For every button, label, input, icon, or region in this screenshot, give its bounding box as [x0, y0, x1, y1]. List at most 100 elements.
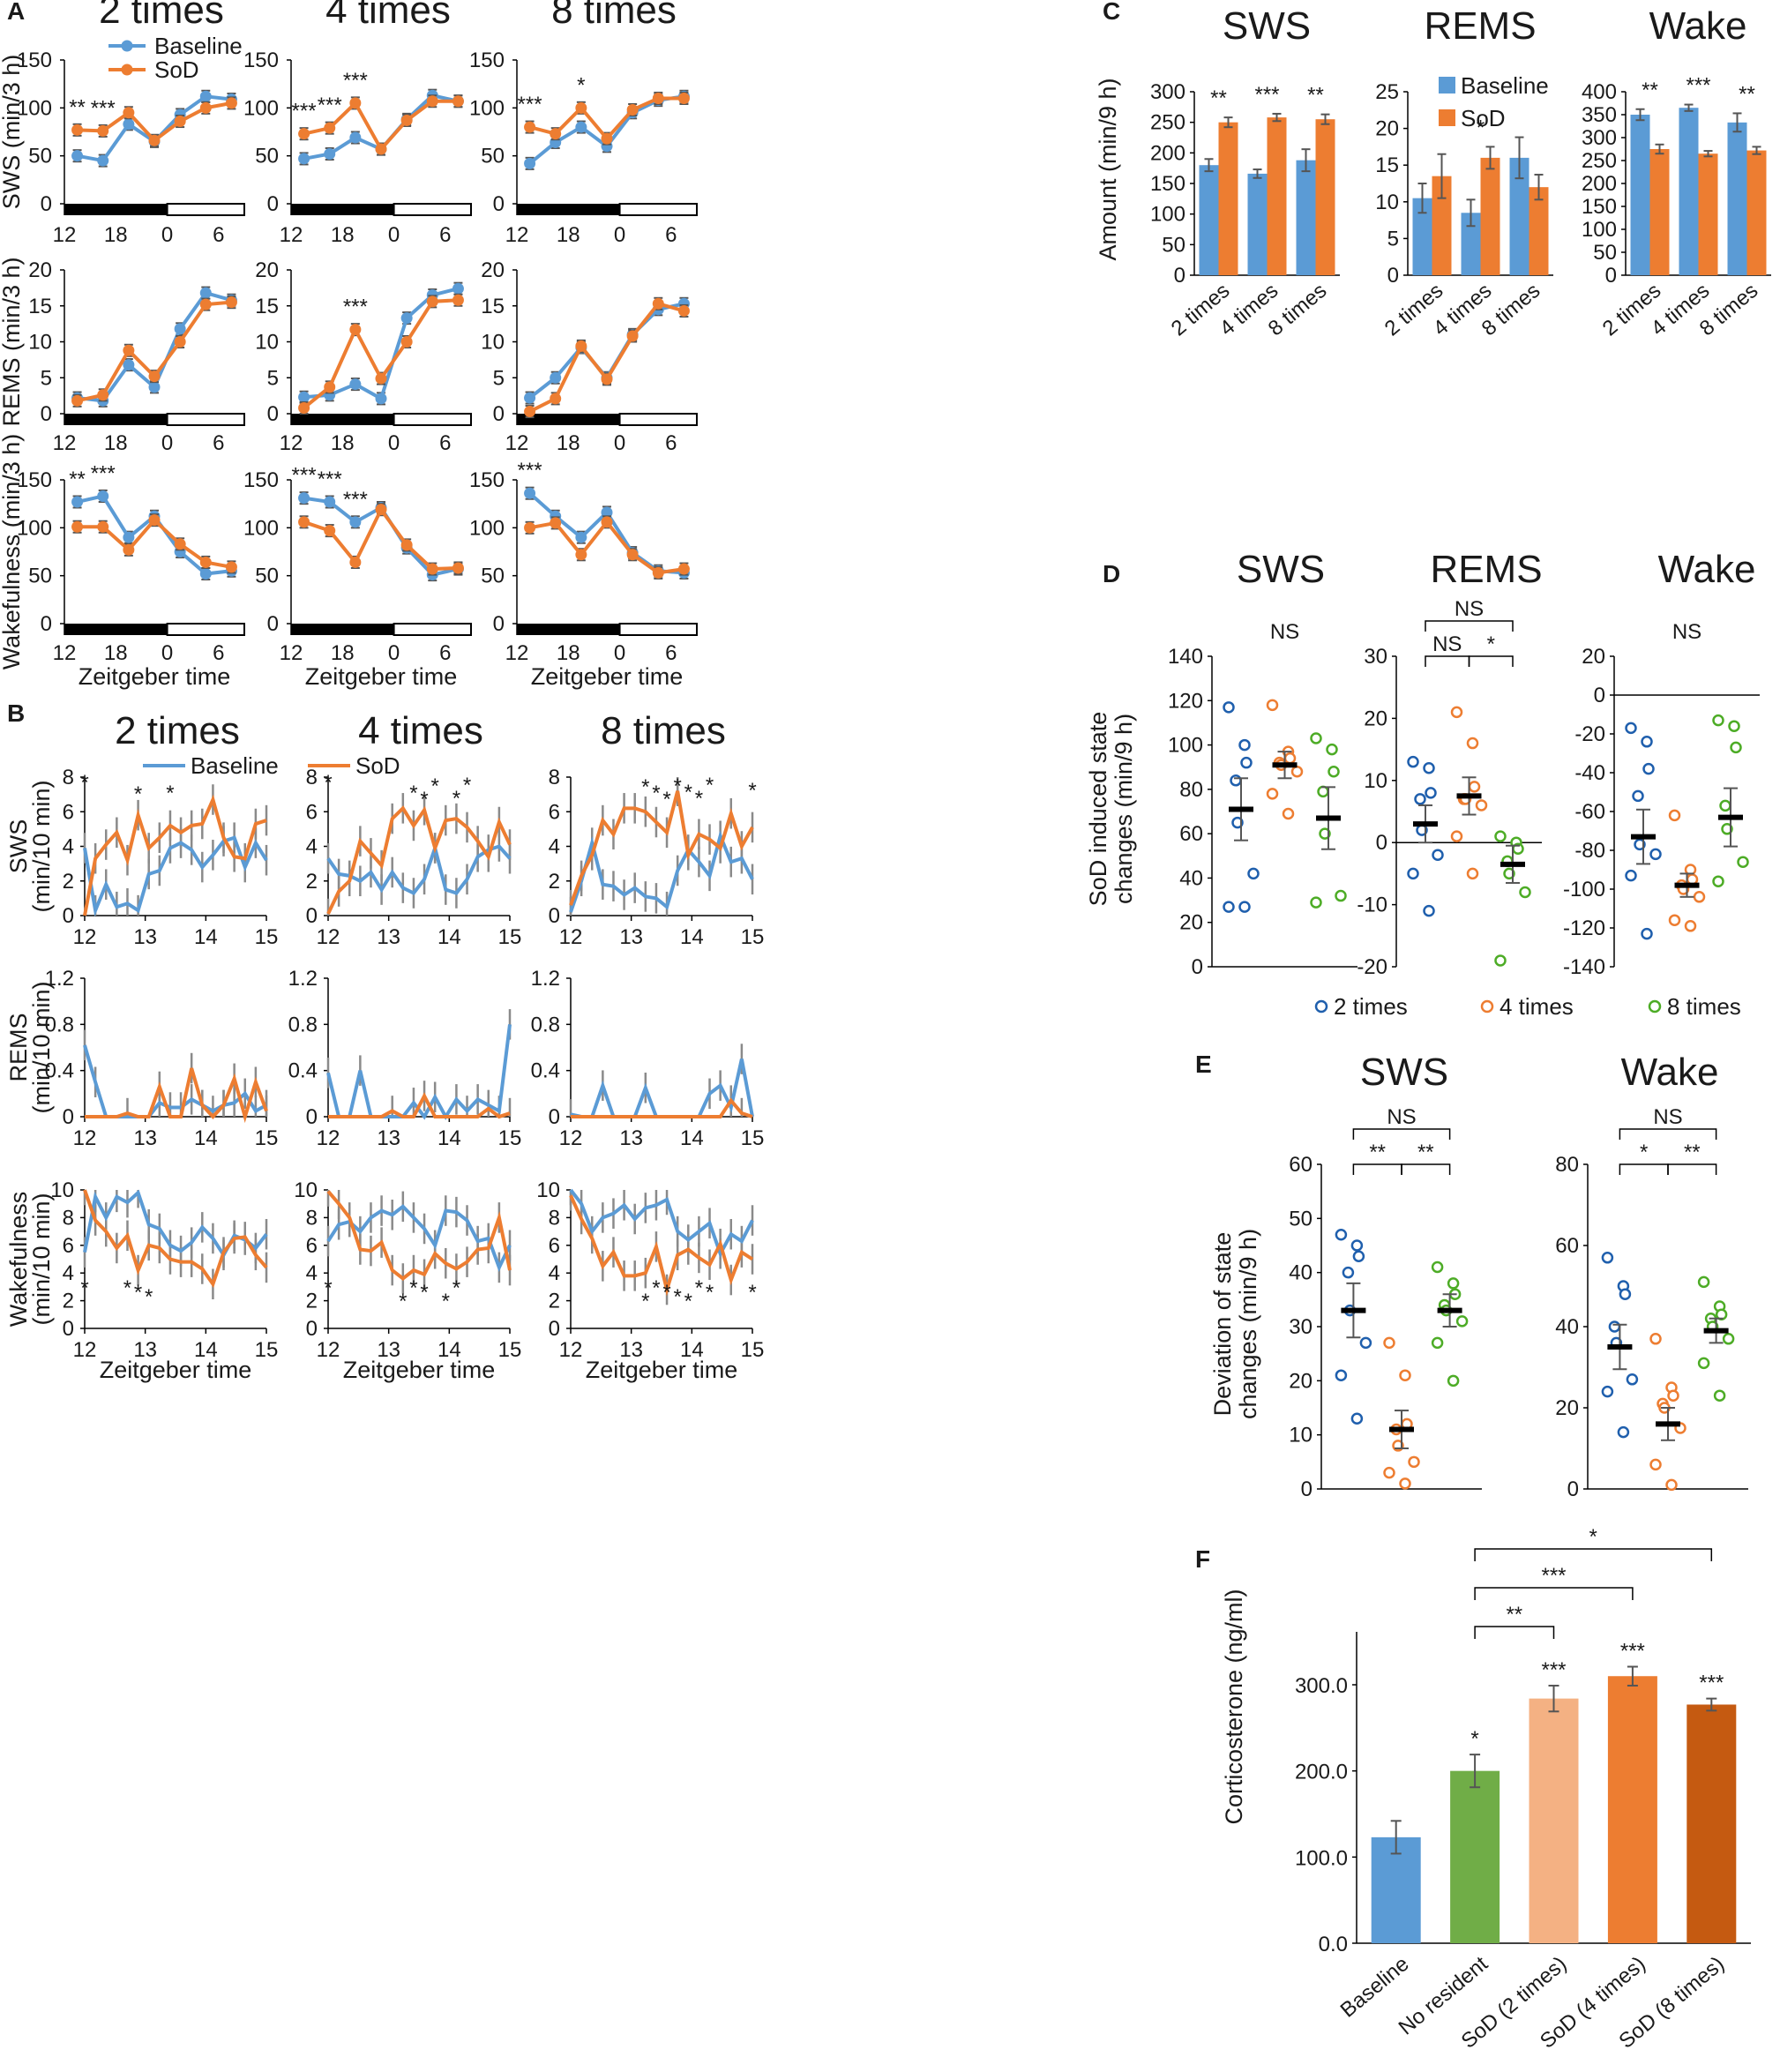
significance-star: *	[674, 774, 682, 798]
x-tick-label: 12	[53, 641, 77, 665]
baseline-point	[97, 154, 109, 167]
significance-label: ***	[318, 94, 342, 117]
panel-b-ylabel: REMS	[5, 1013, 32, 1081]
y-tick-label: 300	[1150, 80, 1185, 104]
data-point	[1450, 706, 1463, 719]
x-tick-label: 15	[255, 925, 279, 949]
x-tick-label: 18	[104, 641, 128, 665]
sod-point	[652, 92, 664, 104]
x-tick-label: 12	[559, 1126, 583, 1150]
panel-d-title: REMS	[1430, 548, 1542, 591]
baseline-point	[524, 157, 536, 169]
y-tick-label: 20	[1364, 707, 1387, 730]
significance-label: ***	[318, 468, 342, 491]
y-tick-label: 10	[1364, 769, 1387, 793]
panel-b-subplot: 0 0.4 0.8 1.2 12 13 14 15	[531, 967, 765, 1150]
data-point	[1519, 886, 1531, 899]
panel-d-title: SWS	[1237, 548, 1325, 591]
x-axis-label: Zeitgeber time	[586, 1357, 738, 1383]
significance-label: *	[1470, 1727, 1478, 1751]
significance-label: ***	[91, 96, 116, 120]
panel-f-ylabel: Corticosterone (ng/ml)	[1221, 1589, 1247, 1824]
data-point	[1684, 920, 1697, 932]
y-tick-label: 0.8	[288, 1013, 318, 1036]
legend-baseline: Baseline	[154, 33, 243, 59]
data-point	[1238, 738, 1251, 752]
baseline-point	[550, 371, 562, 384]
data-point	[1468, 781, 1481, 793]
y-tick-label: 100	[243, 516, 279, 540]
baseline-point	[148, 381, 161, 393]
significance-label: *	[577, 73, 585, 97]
y-tick-label: 15	[28, 295, 52, 318]
sod-point	[452, 95, 464, 108]
significance-star: *	[324, 1276, 332, 1300]
data-point	[1665, 1478, 1678, 1492]
baseline-point	[575, 121, 587, 133]
significance-bracket	[1401, 1163, 1451, 1175]
y-tick-label: 8	[63, 1206, 74, 1230]
panel-b-ylabel-unit: (min/10 min)	[28, 780, 55, 912]
baseline-point	[199, 567, 212, 580]
significance-bracket	[1425, 655, 1470, 667]
data-point	[1431, 1336, 1444, 1350]
baseline-point	[174, 323, 186, 335]
y-tick-label: 0	[493, 402, 505, 426]
baseline-bar	[1199, 165, 1219, 275]
dark-phase-bar	[64, 414, 168, 425]
sod-line	[569, 790, 754, 906]
panel-a-title: 4 times	[325, 0, 451, 32]
baseline-bar	[1509, 157, 1529, 275]
data-point	[1425, 787, 1437, 799]
panel-letter-c: C	[1103, 0, 1120, 25]
baseline-line	[83, 1044, 267, 1118]
y-tick-label: 8	[549, 766, 560, 789]
sod-point	[375, 372, 387, 385]
panel-letter-e: E	[1195, 1051, 1212, 1078]
x-tick-label: 13	[133, 925, 157, 949]
significance-label: *	[1640, 1141, 1648, 1164]
light-phase-bar	[618, 413, 698, 426]
data-point	[1494, 954, 1507, 967]
y-tick-label: 10	[1375, 191, 1399, 214]
x-tick-label: 18	[557, 223, 580, 247]
sod-point	[324, 122, 336, 134]
y-tick-label: 6	[306, 1234, 318, 1258]
sod-point	[148, 370, 161, 383]
y-tick-label: 80	[1555, 1153, 1579, 1177]
data-point	[1352, 1250, 1365, 1263]
y-tick-label: 0	[41, 612, 52, 636]
sod-point	[524, 121, 536, 133]
x-tick-label: 18	[104, 223, 128, 247]
panel-a-subplot: 0 5 10 15 20 12 18 0 6	[481, 258, 698, 455]
data-point	[1625, 869, 1637, 882]
data-point	[1247, 867, 1260, 880]
y-tick-label: 0	[306, 904, 318, 928]
legend-entry: 2 times	[1334, 993, 1408, 1020]
light-phase-bar	[618, 203, 698, 216]
significance-star: *	[399, 1290, 407, 1313]
y-tick-label: 40	[1179, 866, 1203, 890]
y-tick-label: 30	[1289, 1315, 1313, 1339]
significance-star: *	[652, 1276, 660, 1300]
panel-letter-d: D	[1103, 560, 1120, 587]
x-tick-label: 12	[317, 1338, 340, 1362]
panel-a-subplot: 0 50 100 150 12 18 0 6 ** ***	[17, 461, 245, 665]
x-axis-label: Zeitgeber time	[343, 1357, 496, 1383]
sod-point	[677, 304, 690, 317]
y-tick-label: 0	[549, 904, 560, 928]
panel-d-legend: 2 times 4 times 8 times	[1314, 993, 1741, 1020]
data-point	[1649, 848, 1662, 861]
y-tick-label: 20	[1375, 117, 1399, 141]
x-axis-label: Zeitgeber time	[79, 663, 231, 690]
y-tick-label: 6	[306, 800, 318, 824]
sod-point	[71, 394, 84, 407]
baseline-point	[349, 516, 362, 528]
y-tick-label: 0	[306, 1105, 318, 1129]
significance-star: *	[80, 771, 88, 795]
baseline-point	[324, 496, 336, 508]
y-tick-label: 150	[1582, 195, 1617, 219]
baseline-line	[83, 835, 268, 917]
x-tick-label: 13	[377, 1126, 400, 1150]
